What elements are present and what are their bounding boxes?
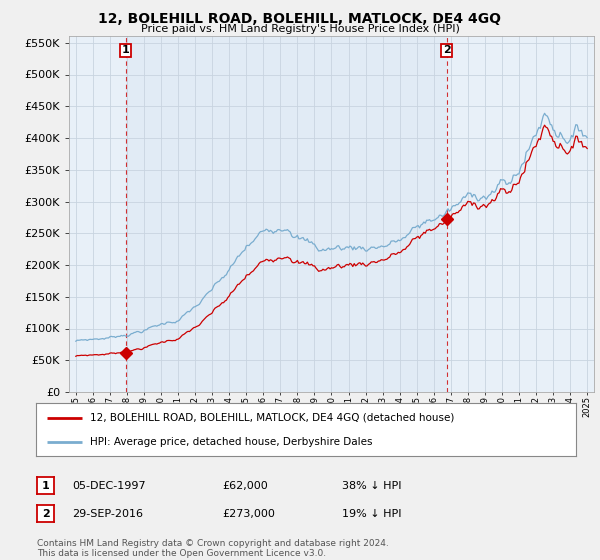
Text: 38% ↓ HPI: 38% ↓ HPI	[342, 481, 401, 491]
Text: Contains HM Land Registry data © Crown copyright and database right 2024.
This d: Contains HM Land Registry data © Crown c…	[37, 539, 389, 558]
Text: 12, BOLEHILL ROAD, BOLEHILL, MATLOCK, DE4 4GQ (detached house): 12, BOLEHILL ROAD, BOLEHILL, MATLOCK, DE…	[90, 413, 454, 423]
Text: 29-SEP-2016: 29-SEP-2016	[72, 509, 143, 519]
Bar	[125, 36, 446, 392]
Text: HPI: Average price, detached house, Derbyshire Dales: HPI: Average price, detached house, Derb…	[90, 437, 373, 447]
Text: 05-DEC-1997: 05-DEC-1997	[72, 481, 146, 491]
Text: 1: 1	[42, 480, 49, 491]
Text: 19% ↓ HPI: 19% ↓ HPI	[342, 509, 401, 519]
Text: 1: 1	[122, 45, 130, 55]
Text: 12, BOLEHILL ROAD, BOLEHILL, MATLOCK, DE4 4GQ: 12, BOLEHILL ROAD, BOLEHILL, MATLOCK, DE…	[98, 12, 502, 26]
Text: Price paid vs. HM Land Registry's House Price Index (HPI): Price paid vs. HM Land Registry's House …	[140, 24, 460, 34]
Text: £273,000: £273,000	[222, 509, 275, 519]
Text: £62,000: £62,000	[222, 481, 268, 491]
Text: 2: 2	[42, 508, 49, 519]
Text: 2: 2	[443, 45, 451, 55]
